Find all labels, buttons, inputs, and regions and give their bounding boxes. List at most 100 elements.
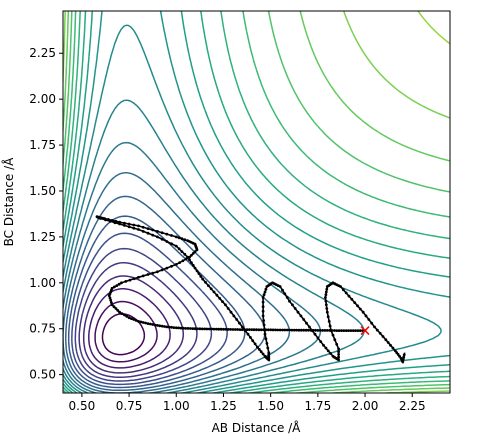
trajectory-point [231, 328, 235, 331]
trajectory-point [215, 327, 218, 331]
trajectory-point [160, 237, 164, 241]
trajectory-point [221, 300, 224, 303]
trajectory-point [193, 250, 197, 254]
trajectory-point [353, 301, 357, 304]
trajectory-point [207, 284, 210, 287]
trajectory-point [108, 219, 112, 223]
x-axis-label: AB Distance /Å [212, 420, 302, 435]
trajectory-point [263, 290, 267, 294]
trajectory-point [281, 328, 284, 332]
trajectory-point [210, 327, 214, 331]
trajectory-point [253, 342, 257, 346]
y-tick-label: 2.25 [29, 46, 56, 60]
plot-frame [62, 10, 451, 394]
trajectory-point [128, 278, 132, 282]
trajectory-point [310, 329, 314, 332]
trajectory-point [118, 310, 121, 314]
contour-level [63, 141, 322, 393]
trajectory-point [391, 346, 395, 350]
contour-level [82, 275, 185, 374]
trajectory-point [141, 321, 145, 324]
trajectory-point [324, 299, 328, 303]
trajectory-point [110, 301, 113, 304]
trajectory-point [324, 303, 328, 307]
trajectory-point [402, 355, 406, 359]
contour-level [71, 232, 228, 386]
trajectory-point [261, 309, 265, 313]
trajectory-point [314, 328, 317, 332]
trajectory-point [325, 329, 329, 332]
y-tick-label: 1.75 [29, 138, 56, 152]
trajectory-point [127, 225, 131, 229]
trajectory-point [113, 285, 116, 289]
trajectory-point [190, 261, 193, 264]
trajectory-point [139, 320, 143, 324]
trajectory-point [110, 303, 114, 307]
trajectory-point [130, 317, 133, 320]
trajectory-point [117, 282, 121, 286]
trajectory-point [337, 353, 340, 356]
trajectory-point [297, 328, 301, 332]
trajectory-point [261, 300, 265, 304]
trajectory-point [274, 328, 277, 332]
trajectory-point [146, 227, 150, 231]
trajectory-point [236, 328, 240, 331]
trajectory-point [200, 327, 204, 331]
trajectory-point [252, 328, 256, 332]
trajectory-point [266, 346, 270, 350]
trajectory-point [292, 328, 296, 332]
trajectory-point [264, 287, 268, 291]
trajectory-point [271, 328, 275, 332]
trajectory-point [344, 329, 348, 332]
trajectory-point [324, 293, 328, 297]
trajectory-point [132, 277, 136, 281]
trajectory-point [302, 328, 306, 332]
trajectory-point [108, 296, 112, 300]
trajectory-point [331, 333, 335, 337]
trajectory-point [224, 303, 227, 307]
trajectory-point [212, 290, 216, 294]
contour-level [101, 313, 146, 356]
trajectory-point [113, 221, 117, 225]
trajectory-point [356, 329, 360, 332]
trajectory-point [191, 327, 195, 330]
trajectory-point [261, 296, 265, 299]
trajectory-point [329, 329, 333, 332]
trajectory-point [240, 325, 244, 329]
trajectory-point [364, 314, 368, 318]
trajectory-point [222, 327, 225, 331]
trajectory-point [146, 273, 150, 276]
trajectory-point [259, 350, 263, 354]
trajectory-point [146, 231, 150, 235]
trajectory-point [299, 328, 303, 332]
trajectory-point [356, 304, 359, 308]
y-tick-label: 1.00 [29, 276, 56, 290]
trajectory-point [318, 329, 322, 332]
trajectory-point [243, 329, 247, 332]
trajectory-point [378, 331, 382, 335]
x-axis-ticks: 0.50 0.75 1.00 1.25 1.50 1.75 2.00 2.25 [69, 393, 426, 413]
trajectory-point [141, 274, 145, 278]
trajectory-point [263, 328, 266, 331]
trajectory-point [160, 268, 164, 272]
trajectory-path [95, 215, 406, 365]
trajectory-point [170, 325, 173, 329]
trajectory-point [177, 326, 181, 330]
trajectory-point [337, 347, 340, 351]
trajectory-point [250, 328, 254, 331]
trajectory-point [324, 346, 328, 350]
x-tick-label: 1.00 [163, 399, 190, 413]
trajectory-point [109, 298, 113, 302]
trajectory-point [266, 328, 270, 332]
trajectory-point [181, 326, 185, 330]
y-tick-label: 0.75 [29, 322, 56, 336]
trajectory-point [115, 284, 119, 287]
trajectory-point [174, 263, 178, 266]
trajectory-point [106, 218, 110, 221]
trajectory-point [165, 232, 169, 236]
trajectory-point [132, 226, 136, 230]
trajectory-point [313, 332, 317, 336]
trajectory-point [240, 328, 244, 331]
trajectory-point [198, 327, 202, 331]
trajectory-point [165, 266, 169, 270]
